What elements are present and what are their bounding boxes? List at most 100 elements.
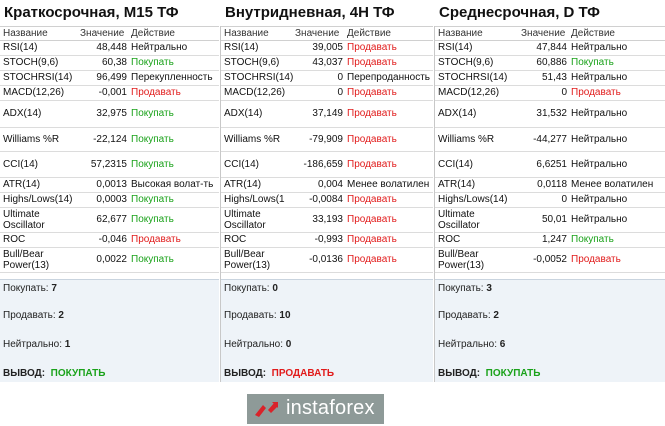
summary-neutral: Нейтрально: 0 bbox=[224, 339, 292, 350]
indicator-value: 51,43 bbox=[541, 72, 567, 83]
header-action: Действие bbox=[131, 28, 175, 39]
table-row: ADX(14) 37,149 Продавать bbox=[221, 101, 433, 128]
indicator-name: STOCHRSI(14) bbox=[438, 72, 508, 83]
indicator-name: STOCH(9,6) bbox=[224, 57, 280, 68]
indicator-value: 0,0003 bbox=[96, 194, 127, 205]
summary-buy: Покупать: 3 bbox=[438, 283, 492, 294]
indicator-name: Highs/Lows(1 bbox=[224, 194, 285, 205]
table-row: ADX(14) 32,975 Покупать bbox=[0, 101, 219, 128]
indicator-name: RSI(14) bbox=[438, 42, 473, 53]
indicator-action: Продавать bbox=[347, 194, 397, 205]
indicator-name: Williams %R bbox=[224, 134, 281, 145]
indicator-value: 39,005 bbox=[312, 42, 343, 53]
indicator-name: MACD(12,26) bbox=[438, 87, 500, 98]
indicator-value: 57,2315 bbox=[90, 159, 127, 170]
summary-verdict: ВЫВОД: ПРОДАВАТЬ bbox=[224, 368, 335, 379]
table-row: CCI(14) -186,659 Продавать bbox=[221, 152, 433, 178]
indicator-name: Highs/Lows(14) bbox=[438, 194, 508, 205]
indicator-value: 48,448 bbox=[96, 42, 127, 53]
indicator-name: ROC bbox=[3, 234, 26, 245]
indicator-name: STOCH(9,6) bbox=[438, 57, 494, 68]
indicators-table: Краткосрочная, М15 ТФ Название Значение … bbox=[0, 0, 665, 382]
indicator-action: Продавать bbox=[347, 108, 397, 119]
indicator-action: Покупать bbox=[131, 194, 174, 205]
indicator-value: -22,124 bbox=[93, 134, 127, 145]
indicator-value: 43,037 bbox=[312, 57, 343, 68]
indicator-name: ROC bbox=[438, 234, 461, 245]
indicator-value: 1,247 bbox=[541, 234, 567, 245]
indicator-name: RSI(14) bbox=[224, 42, 259, 53]
table-row: MACD(12,26) 0 Продавать bbox=[221, 86, 433, 101]
indicator-value: 0,004 bbox=[317, 179, 343, 190]
table-row: STOCH(9,6) 43,037 Продавать bbox=[221, 56, 433, 71]
column-divider bbox=[434, 26, 435, 382]
indicator-name: ROC bbox=[224, 234, 247, 245]
table-row: Williams %R -79,909 Продавать bbox=[221, 128, 433, 152]
indicator-action: Покупать bbox=[131, 254, 174, 265]
indicator-name: MACD(12,26) bbox=[3, 87, 65, 98]
indicator-name: ATR(14) bbox=[438, 179, 476, 190]
indicator-value: 0 bbox=[337, 87, 343, 98]
indicator-action: Нейтрально bbox=[571, 72, 628, 83]
indicator-action: Продавать bbox=[347, 87, 397, 98]
indicator-action: Перепроданность bbox=[347, 72, 430, 83]
indicator-action: Нейтрально bbox=[571, 42, 628, 53]
table-row: CCI(14) 6,6251 Нейтрально bbox=[435, 152, 665, 178]
summary-sell: Продавать: 10 bbox=[224, 310, 291, 321]
table-row: CCI(14) 57,2315 Покупать bbox=[0, 152, 219, 178]
indicator-name: Highs/Lows(14) bbox=[3, 194, 73, 205]
indicator-value: -0,0084 bbox=[309, 194, 343, 205]
table-row: MACD(12,26) -0,001 Продавать bbox=[0, 86, 219, 101]
table-row: Highs/Lows(1 -0,0084 Продавать bbox=[221, 193, 433, 208]
indicator-value: -186,659 bbox=[303, 159, 343, 170]
indicator-action: Покупать bbox=[131, 134, 174, 145]
indicator-name: CCI(14) bbox=[224, 159, 260, 170]
indicator-value: -0,046 bbox=[98, 234, 127, 245]
table-row: Williams %R -44,277 Нейтрально bbox=[435, 128, 665, 152]
indicator-value: 0,0013 bbox=[96, 179, 127, 190]
verdict-value: ПОКУПАТЬ bbox=[50, 368, 106, 379]
indicator-action: Нейтрально bbox=[571, 214, 628, 225]
indicator-name: Williams %R bbox=[3, 134, 60, 145]
verdict-value: ПОКУПАТЬ bbox=[485, 368, 541, 379]
header-name: Название bbox=[438, 28, 483, 39]
logo-text: instaforex bbox=[286, 397, 375, 419]
column-divider bbox=[220, 26, 221, 382]
indicator-value: 60,38 bbox=[101, 57, 127, 68]
indicator-value: 31,532 bbox=[536, 108, 567, 119]
panel-title: Среднесрочная, D ТФ bbox=[439, 4, 600, 21]
verdict-value: ПРОДАВАТЬ bbox=[271, 368, 335, 379]
indicator-name: ATR(14) bbox=[3, 179, 41, 190]
table-row: Williams %R -22,124 Покупать bbox=[0, 128, 219, 152]
table-row: RSI(14) 47,844 Нейтрально bbox=[435, 41, 665, 56]
indicator-action: Нейтрально bbox=[571, 159, 628, 170]
indicator-action: Покупать bbox=[571, 234, 614, 245]
indicator-value: -0,0052 bbox=[533, 254, 567, 265]
table-row: ATR(14) 0,0013 Высокая волат-ть bbox=[0, 178, 219, 193]
indicator-value: 33,193 bbox=[312, 214, 343, 225]
summary-buy: Покупать: 0 bbox=[224, 283, 278, 294]
indicator-action: Менее волатилен bbox=[571, 179, 654, 190]
panel-mid-term: Среднесрочная, D ТФ Название Значение Де… bbox=[435, 0, 665, 382]
indicator-name: STOCH(9,6) bbox=[3, 57, 59, 68]
indicator-value: 0 bbox=[561, 87, 567, 98]
summary-verdict: ВЫВОД: ПОКУПАТЬ bbox=[3, 368, 106, 379]
panel-short-term: Краткосрочная, М15 ТФ Название Значение … bbox=[0, 0, 219, 382]
table-row: ROC 1,247 Покупать bbox=[435, 233, 665, 248]
indicator-value: -44,277 bbox=[533, 134, 567, 145]
indicator-rows: RSI(14) 48,448 Нейтрально STOCH(9,6) 60,38 По… bbox=[0, 41, 219, 273]
table-row: Bull/Bear Power(13) -0,0136 Продавать bbox=[221, 248, 433, 273]
indicator-action: Продавать bbox=[571, 254, 621, 265]
indicator-action: Покупать bbox=[571, 57, 614, 68]
indicator-name: MACD(12,26) bbox=[224, 87, 286, 98]
indicator-value: 0,0022 bbox=[96, 254, 127, 265]
indicator-action: Покупать bbox=[131, 159, 174, 170]
table-row: ROC -0,993 Продавать bbox=[221, 233, 433, 248]
table-row: STOCHRSI(14) 96,499 Перекупленность bbox=[0, 71, 219, 86]
indicator-action: Менее волатилен bbox=[347, 179, 430, 190]
table-row: STOCH(9,6) 60,38 Покупать bbox=[0, 56, 219, 71]
summary: Покупать: 0 Продавать: 10 Нейтрально: 0 … bbox=[221, 279, 433, 382]
indicator-value: 0,0118 bbox=[537, 179, 567, 190]
indicator-name: CCI(14) bbox=[3, 159, 39, 170]
table-row: Ultimate Oscillator 33,193 Продавать bbox=[221, 208, 433, 233]
